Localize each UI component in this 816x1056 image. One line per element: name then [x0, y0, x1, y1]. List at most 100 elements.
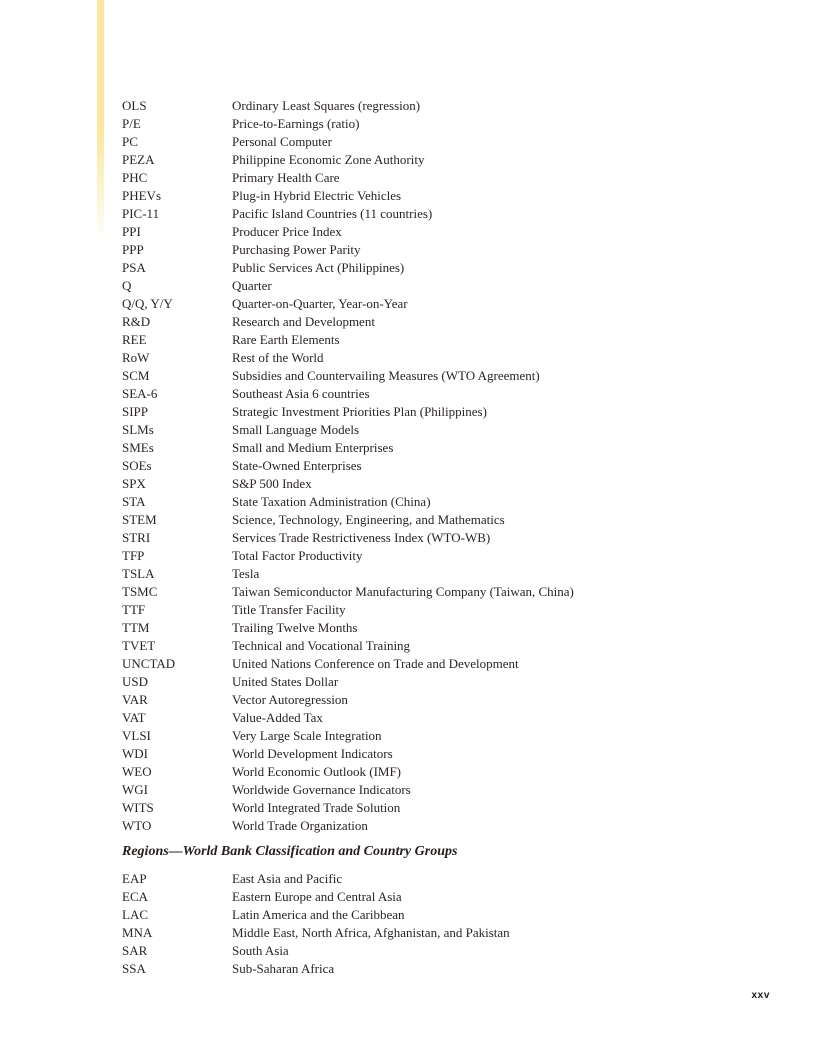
- abbreviation-definition: S&P 500 Index: [232, 476, 312, 491]
- region-list: EAP East Asia and Pacific ECA Eastern Europ…: [122, 870, 510, 978]
- abbreviation-term: TTF: [122, 602, 146, 617]
- abbreviation-definition: Taiwan Semiconductor Manufacturing Compa…: [232, 584, 574, 599]
- abbreviation-term: SMEs: [122, 440, 154, 455]
- abbreviation-row: WITS World Integrated Trade Solution: [122, 799, 574, 817]
- abbreviation-term: WITS: [122, 800, 154, 815]
- abbreviation-definition: Eastern Europe and Central Asia: [232, 889, 402, 904]
- abbreviation-definition: Quarter: [232, 278, 272, 293]
- abbreviation-definition: Vector Autoregression: [232, 692, 348, 707]
- abbreviation-term: SPX: [122, 476, 146, 491]
- abbreviation-definition: Sub-Saharan Africa: [232, 961, 335, 976]
- abbreviation-row: STA State Taxation Administration (China): [122, 493, 574, 511]
- abbreviation-definition: Primary Health Care: [232, 170, 340, 185]
- abbreviation-row: SIPP Strategic Investment Priorities Plan…: [122, 403, 574, 421]
- abbreviation-row: TTM Trailing Twelve Months: [122, 619, 574, 637]
- abbreviation-term: LAC: [122, 907, 148, 922]
- abbreviation-row: REE Rare Earth Elements: [122, 331, 574, 349]
- abbreviation-definition: Science, Technology, Engineering, and Ma…: [232, 512, 505, 527]
- region-row: MNA Middle East, North Africa, Afghanista…: [122, 924, 510, 942]
- page-number: xxv: [751, 990, 770, 1001]
- abbreviation-row: WEO World Economic Outlook (IMF): [122, 763, 574, 781]
- abbreviation-term: WGI: [122, 782, 148, 797]
- abbreviation-definition: Southeast Asia 6 countries: [232, 386, 370, 401]
- abbreviation-definition: Very Large Scale Integration: [232, 728, 382, 743]
- abbreviation-term: UNCTAD: [122, 656, 176, 671]
- abbreviation-definition: Value-Added Tax: [232, 710, 323, 725]
- abbreviation-row: PIC-11 Pacific Island Countries (11 count…: [122, 205, 574, 223]
- abbreviation-term: WEO: [122, 764, 152, 779]
- abbreviation-definition: Trailing Twelve Months: [232, 620, 358, 635]
- abbreviation-definition: Personal Computer: [232, 134, 333, 149]
- abbreviation-row: WGI Worldwide Governance Indicators: [122, 781, 574, 799]
- abbreviation-term: RoW: [122, 350, 150, 365]
- abbreviation-definition: Rest of the World: [232, 350, 324, 365]
- abbreviation-term: PHC: [122, 170, 148, 185]
- abbreviation-term: SOEs: [122, 458, 152, 473]
- abbreviation-definition: Purchasing Power Parity: [232, 242, 361, 257]
- abbreviation-term: SIPP: [122, 404, 149, 419]
- abbreviation-term: PSA: [122, 260, 146, 275]
- abbreviation-term: ECA: [122, 889, 148, 904]
- abbreviation-term: TSLA: [122, 566, 155, 581]
- abbreviation-definition: Small Language Models: [232, 422, 360, 437]
- abbreviation-row: Q Quarter: [122, 277, 574, 295]
- abbreviation-row: USD United States Dollar: [122, 673, 574, 691]
- abbreviation-row: TSLA Tesla: [122, 565, 574, 583]
- abbreviation-row: VLSI Very Large Scale Integration: [122, 727, 574, 745]
- abbreviation-row: PPI Producer Price Index: [122, 223, 574, 241]
- abbreviation-term: R&D: [122, 314, 151, 329]
- abbreviation-row: TTF Title Transfer Facility: [122, 601, 574, 619]
- abbreviation-definition: Middle East, North Africa, Afghanistan, …: [232, 925, 510, 940]
- abbreviation-row: TSMC Taiwan Semiconductor Manufacturing C…: [122, 583, 574, 601]
- abbreviation-term: SSA: [122, 961, 146, 976]
- abbreviation-definition: Services Trade Restrictiveness Index (WT…: [232, 530, 491, 545]
- abbreviation-definition: South Asia: [232, 943, 289, 958]
- abbreviation-term: WDI: [122, 746, 148, 761]
- abbreviation-definition: Title Transfer Facility: [232, 602, 346, 617]
- abbreviation-definition: World Trade Organization: [232, 818, 368, 833]
- abbreviation-term: USD: [122, 674, 149, 689]
- abbreviation-row: SLMs Small Language Models: [122, 421, 574, 439]
- abbreviation-row: SOEs State-Owned Enterprises: [122, 457, 574, 475]
- abbreviation-term: STRI: [122, 530, 151, 545]
- abbreviation-row: Q/Q, Y/Y Quarter-on-Quarter, Year-on-Year: [122, 295, 574, 313]
- abbreviation-definition: United Nations Conference on Trade and D…: [232, 656, 519, 671]
- margin-accent-bar: [97, 0, 104, 242]
- abbreviation-term: STEM: [122, 512, 157, 527]
- abbreviation-term: TVET: [122, 638, 156, 653]
- abbreviation-definition: Strategic Investment Priorities Plan (Ph…: [232, 404, 487, 419]
- abbreviation-term: PEZA: [122, 152, 155, 167]
- abbreviation-term: VAT: [122, 710, 146, 725]
- abbreviation-definition: World Economic Outlook (IMF): [232, 764, 402, 779]
- abbreviation-definition: Price-to-Earnings (ratio): [232, 116, 360, 131]
- abbreviation-row: PHEVs Plug-in Hybrid Electric Vehicles: [122, 187, 574, 205]
- abbreviation-row: VAT Value-Added Tax: [122, 709, 574, 727]
- abbreviation-definition: Quarter-on-Quarter, Year-on-Year: [232, 296, 408, 311]
- section-heading: Regions—World Bank Classification and Co…: [122, 844, 458, 859]
- abbreviation-term: PHEVs: [122, 188, 162, 203]
- abbreviation-definition: United States Dollar: [232, 674, 339, 689]
- abbreviation-definition: Philippine Economic Zone Authority: [232, 152, 425, 167]
- abbreviation-term: TFP: [122, 548, 145, 563]
- abbreviation-list: OLS Ordinary Least Squares (regression) P/…: [122, 97, 574, 835]
- region-row: SSA Sub-Saharan Africa: [122, 960, 510, 978]
- abbreviation-term: MNA: [122, 925, 153, 940]
- abbreviation-term: WTO: [122, 818, 152, 833]
- abbreviation-definition: Rare Earth Elements: [232, 332, 340, 347]
- abbreviation-definition: East Asia and Pacific: [232, 871, 343, 886]
- abbreviation-term: OLS: [122, 98, 147, 113]
- abbreviation-term: Q: [122, 278, 132, 293]
- abbreviation-row: SEA-6 Southeast Asia 6 countries: [122, 385, 574, 403]
- abbreviation-row: RoW Rest of the World: [122, 349, 574, 367]
- abbreviation-row: SMEs Small and Medium Enterprises: [122, 439, 574, 457]
- abbreviation-definition: Tesla: [232, 566, 260, 581]
- abbreviation-term: Q/Q, Y/Y: [122, 296, 173, 311]
- abbreviation-row: PHC Primary Health Care: [122, 169, 574, 187]
- abbreviation-row: PSA Public Services Act (Philippines): [122, 259, 574, 277]
- abbreviation-row: PC Personal Computer: [122, 133, 574, 151]
- region-row: ECA Eastern Europe and Central Asia: [122, 888, 510, 906]
- abbreviation-row: R&D Research and Development: [122, 313, 574, 331]
- region-row: LAC Latin America and the Caribbean: [122, 906, 510, 924]
- abbreviation-row: STRI Services Trade Restrictiveness Index…: [122, 529, 574, 547]
- abbreviation-definition: World Integrated Trade Solution: [232, 800, 401, 815]
